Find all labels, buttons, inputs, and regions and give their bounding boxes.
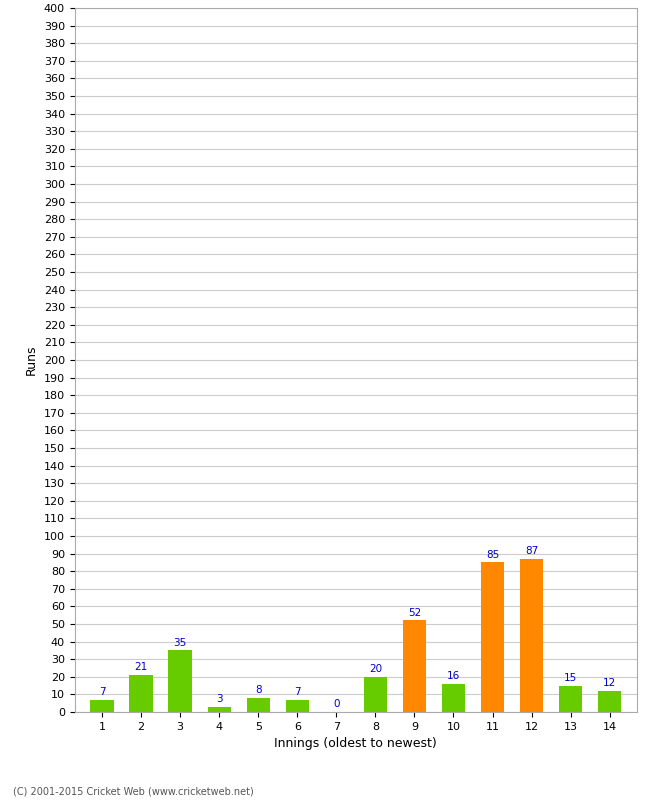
Text: 21: 21 xyxy=(135,662,148,672)
Text: 7: 7 xyxy=(99,687,105,697)
Text: 87: 87 xyxy=(525,546,538,556)
Bar xyxy=(481,562,504,712)
Bar xyxy=(207,706,231,712)
Text: 8: 8 xyxy=(255,686,261,695)
Text: (C) 2001-2015 Cricket Web (www.cricketweb.net): (C) 2001-2015 Cricket Web (www.cricketwe… xyxy=(13,786,254,796)
Text: 16: 16 xyxy=(447,671,460,682)
Text: 7: 7 xyxy=(294,687,300,697)
Bar xyxy=(598,691,621,712)
Bar xyxy=(520,559,543,712)
Text: 0: 0 xyxy=(333,699,339,710)
Bar xyxy=(129,675,153,712)
Bar xyxy=(246,698,270,712)
Text: 35: 35 xyxy=(174,638,187,648)
Text: 15: 15 xyxy=(564,673,577,683)
Y-axis label: Runs: Runs xyxy=(25,345,38,375)
Bar xyxy=(364,677,387,712)
Text: 85: 85 xyxy=(486,550,499,560)
Bar xyxy=(285,700,309,712)
Text: 20: 20 xyxy=(369,664,382,674)
Bar xyxy=(168,650,192,712)
Bar xyxy=(90,700,114,712)
Bar xyxy=(403,621,426,712)
Bar xyxy=(442,684,465,712)
Text: 3: 3 xyxy=(216,694,222,704)
Text: 12: 12 xyxy=(603,678,616,688)
X-axis label: Innings (oldest to newest): Innings (oldest to newest) xyxy=(274,738,437,750)
Text: 52: 52 xyxy=(408,608,421,618)
Bar xyxy=(559,686,582,712)
